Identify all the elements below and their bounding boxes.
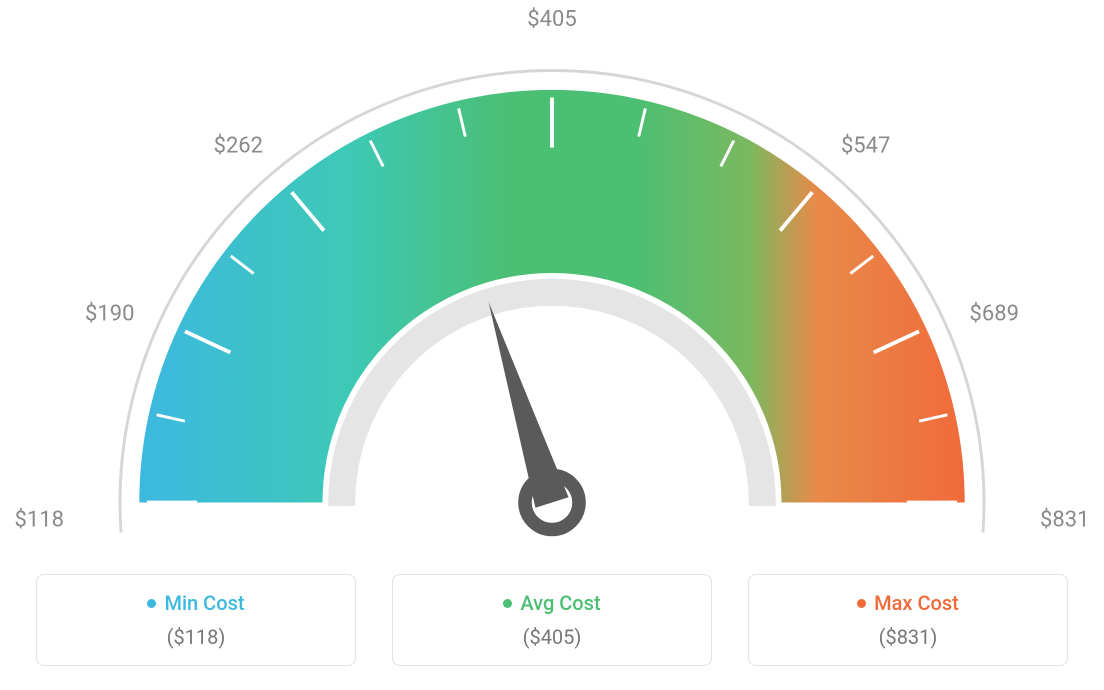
gauge-svg <box>42 30 1062 570</box>
legend-min-label: Min Cost <box>164 591 244 615</box>
cost-gauge: $118$190$262$405$547$689$831 <box>42 30 1062 570</box>
legend-min-value: ($118) <box>167 625 226 649</box>
legend-max-title: Max Cost <box>857 591 959 615</box>
scale-label: $689 <box>970 301 1019 326</box>
legend-max-card: Max Cost ($831) <box>748 574 1068 666</box>
scale-label: $405 <box>527 7 576 32</box>
scale-label: $190 <box>85 301 134 326</box>
legend-avg-label: Avg Cost <box>520 591 600 615</box>
legend-row: Min Cost ($118) Avg Cost ($405) Max Cost… <box>36 574 1068 666</box>
legend-min-title: Min Cost <box>147 591 244 615</box>
scale-label: $118 <box>15 508 64 533</box>
legend-min-card: Min Cost ($118) <box>36 574 356 666</box>
scale-label: $831 <box>1040 508 1089 533</box>
legend-avg-value: ($405) <box>523 625 582 649</box>
scale-label: $262 <box>214 134 263 159</box>
legend-avg-title: Avg Cost <box>503 591 600 615</box>
legend-max-dot <box>857 599 866 608</box>
legend-max-label: Max Cost <box>874 591 959 615</box>
legend-avg-card: Avg Cost ($405) <box>392 574 712 666</box>
legend-max-value: ($831) <box>879 625 938 649</box>
legend-min-dot <box>147 599 156 608</box>
legend-avg-dot <box>503 599 512 608</box>
scale-label: $547 <box>841 134 890 159</box>
